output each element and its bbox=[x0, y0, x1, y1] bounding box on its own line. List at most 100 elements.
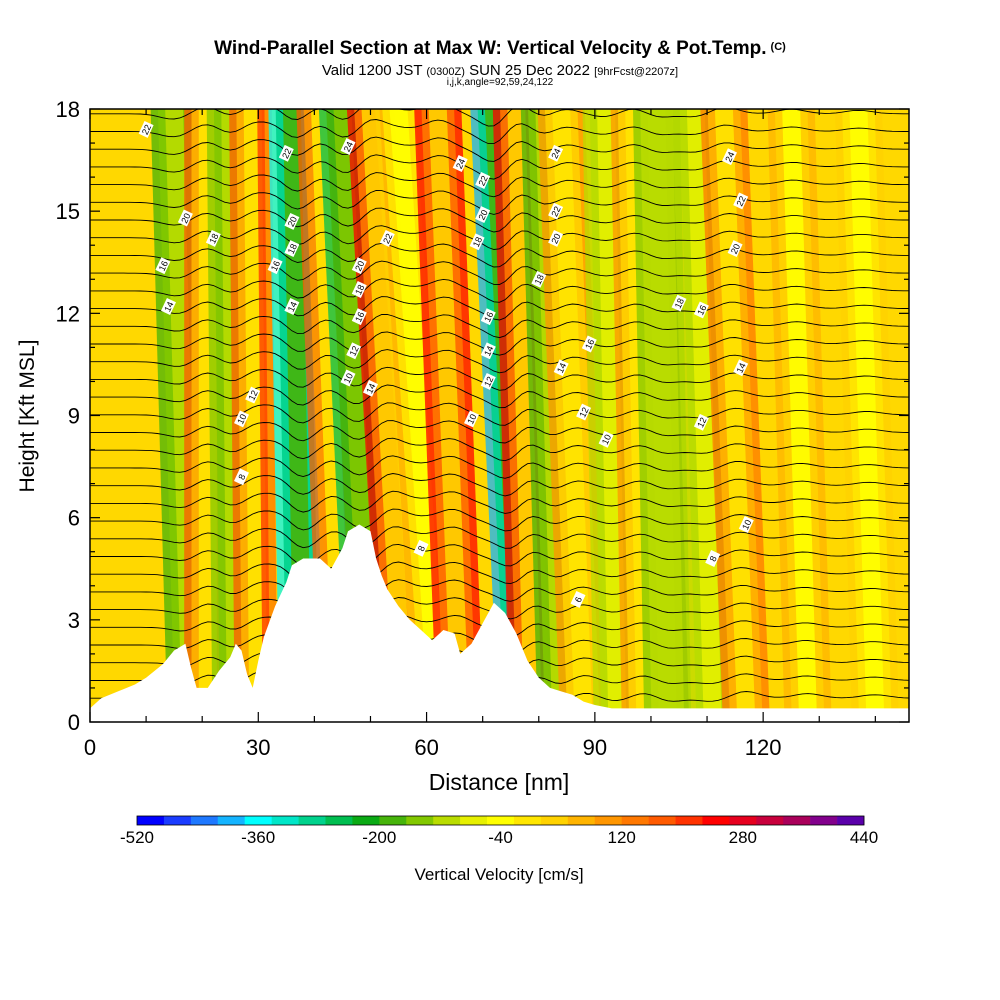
contour-label: 18 bbox=[284, 240, 300, 258]
contour-label: 14 bbox=[480, 342, 496, 360]
theta-contour-line bbox=[90, 543, 909, 567]
contour-label: 20 bbox=[177, 209, 193, 227]
theta-contour-line bbox=[90, 508, 909, 532]
contour-label: 22 bbox=[379, 229, 395, 247]
colorbar-swatch bbox=[271, 816, 299, 825]
valid-date: SUN 25 Dec 2022 bbox=[469, 62, 590, 79]
x-tick-label: 60 bbox=[414, 735, 438, 760]
theta-contour-line bbox=[90, 579, 909, 602]
theta-contour-line bbox=[90, 119, 909, 145]
contour-label-text: 24 bbox=[342, 140, 355, 153]
contour-label: 8 bbox=[705, 550, 721, 567]
contour-label-text: 16 bbox=[353, 310, 366, 323]
contour-label-bg bbox=[553, 359, 569, 377]
contour-label: 22 bbox=[548, 202, 564, 220]
contour-label-text: 14 bbox=[162, 300, 175, 313]
contour-label: 24 bbox=[340, 138, 356, 155]
velocity-band-core bbox=[552, 109, 593, 722]
contour-label-text: 18 bbox=[207, 232, 220, 245]
contour-label-text: 14 bbox=[555, 361, 568, 374]
contour-label-bg bbox=[413, 539, 429, 557]
contour-label-text: 14 bbox=[364, 382, 377, 395]
contour-label-bg bbox=[161, 298, 176, 315]
contour-label-text: 22 bbox=[549, 205, 562, 218]
contour-label-bg bbox=[284, 212, 300, 230]
velocity-band-core bbox=[686, 109, 722, 722]
contour-label-text: 16 bbox=[695, 303, 708, 316]
title-text: Wind-Parallel Section at Max W: Vertical… bbox=[214, 38, 767, 59]
contour-label-bg bbox=[598, 430, 614, 448]
colorbar-tick-label: 440 bbox=[850, 828, 878, 847]
contour-label: 20 bbox=[548, 229, 564, 247]
colorbar-tick-label: 280 bbox=[729, 828, 757, 847]
contour-label-bg bbox=[693, 301, 709, 319]
colorbar-frame bbox=[136, 815, 865, 826]
contour-label-text: 12 bbox=[482, 375, 495, 388]
contour-label: 20 bbox=[475, 206, 491, 224]
contour-label: 20 bbox=[351, 257, 367, 275]
colorbar-swatch bbox=[648, 816, 676, 825]
contour-label: 12 bbox=[480, 372, 496, 390]
y-tick-label: 15 bbox=[56, 199, 80, 224]
contour-label: 6 bbox=[570, 590, 586, 608]
contour-label-text: 22 bbox=[381, 232, 394, 245]
contour-label-text: 12 bbox=[348, 344, 361, 357]
theta-contour-line bbox=[90, 296, 909, 321]
contour-label: 10 bbox=[234, 410, 249, 428]
theta-contour-line bbox=[90, 490, 909, 514]
theta-contour-line bbox=[90, 561, 909, 585]
contour-label-text: 24 bbox=[723, 150, 736, 163]
contour-label: 22 bbox=[733, 192, 749, 210]
colorbar-tick-label: 120 bbox=[608, 828, 636, 847]
contour-label-bg bbox=[379, 229, 395, 247]
contour-label-text: 20 bbox=[179, 212, 192, 225]
contour-label-bg bbox=[363, 379, 378, 397]
valid-time: Valid 1200 JST bbox=[321, 62, 423, 79]
contour-label-text: 14 bbox=[286, 300, 299, 313]
contour-label-bg bbox=[705, 550, 721, 567]
contour-label: 10 bbox=[464, 410, 479, 428]
contour-label-text: 12 bbox=[695, 416, 708, 429]
contour-label-text: 20 bbox=[286, 215, 299, 228]
theta-contour-line bbox=[90, 136, 909, 162]
contour-label: 16 bbox=[155, 257, 171, 275]
x-tick-label: 30 bbox=[246, 735, 270, 760]
contour-label-bg bbox=[548, 144, 564, 162]
y-tick-label: 12 bbox=[56, 301, 80, 326]
contour-label: 16 bbox=[267, 257, 283, 275]
velocity-band-core bbox=[714, 109, 756, 722]
contour-label-bg bbox=[245, 386, 261, 404]
contour-label-bg bbox=[733, 192, 749, 210]
contour-label-bg bbox=[722, 148, 737, 166]
contour-label: 14 bbox=[363, 379, 378, 397]
contour-label-text: 10 bbox=[465, 412, 478, 425]
contour-label-text: 18 bbox=[533, 273, 546, 286]
contour-label: 16 bbox=[693, 301, 709, 319]
contour-label-text: 10 bbox=[600, 433, 613, 446]
colorbar-swatch bbox=[621, 816, 649, 825]
colorbar-swatch bbox=[163, 816, 192, 825]
colorbar-swatch bbox=[675, 816, 703, 825]
theta-contour-line bbox=[90, 278, 909, 303]
colorbar-swatch bbox=[244, 816, 272, 825]
contour-label-text: 10 bbox=[740, 518, 753, 531]
theta-contour-line bbox=[90, 349, 909, 374]
colorbar-tick-label: -520 bbox=[120, 828, 154, 847]
y-tick-label: 9 bbox=[68, 404, 80, 429]
contour-label-bg bbox=[284, 298, 300, 315]
contour-label-bg bbox=[177, 209, 193, 227]
contour-label-text: 22 bbox=[477, 174, 490, 187]
contour-label: 8 bbox=[413, 539, 429, 557]
contour-label-bg bbox=[693, 413, 709, 431]
contour-label: 10 bbox=[738, 516, 754, 533]
colorbar-tick-label: -360 bbox=[241, 828, 275, 847]
x-tick-label: 90 bbox=[583, 735, 607, 760]
contour-label: 18 bbox=[671, 294, 687, 312]
theta-contour-line bbox=[90, 384, 909, 409]
contour-label-text: 14 bbox=[482, 344, 495, 357]
y-tick-label: 3 bbox=[68, 608, 80, 633]
theta-contour-line bbox=[90, 455, 909, 479]
contour-label: 24 bbox=[452, 155, 468, 172]
contour-label: 12 bbox=[346, 342, 362, 360]
contour-label: 14 bbox=[161, 298, 176, 315]
